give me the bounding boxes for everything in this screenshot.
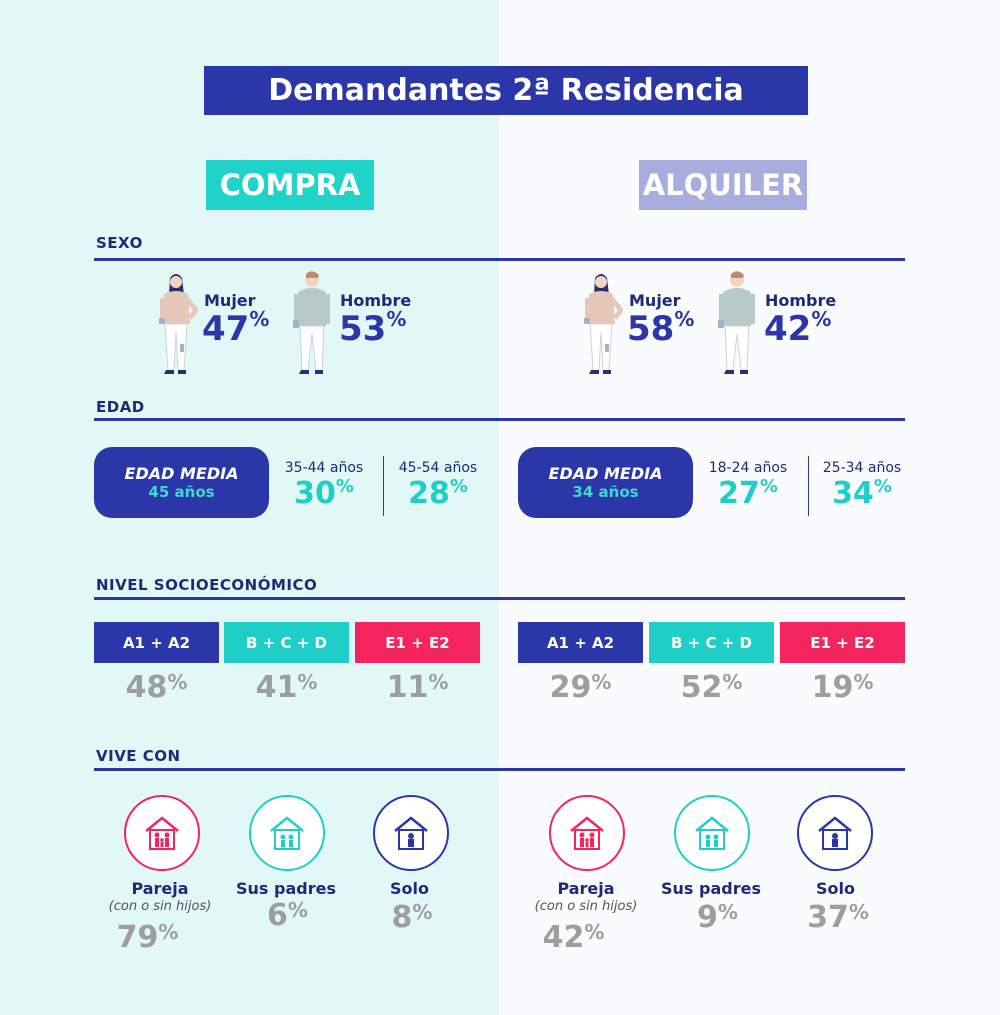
woman-figure-icon <box>584 274 623 374</box>
compra-mujer-label: Mujer <box>204 291 256 310</box>
compra-hombre-pct: 53% <box>339 307 407 349</box>
alquiler-edad-media-box: EDAD MEDIA 34 años <box>518 447 693 518</box>
compra-mujer-pct: 47% <box>202 307 270 349</box>
pareja-house-icon <box>549 795 625 871</box>
edad-media-value: 45 años <box>148 483 215 501</box>
compra-vive-padres-label: Sus padres <box>236 879 336 898</box>
padres-house-icon <box>674 795 750 871</box>
compra-nivel-e-pct: 11% <box>386 670 449 705</box>
compra-vive-pareja-sub: (con o sin hijos) <box>108 899 212 914</box>
compra-nivel-a-pct: 48% <box>125 670 188 705</box>
age-pct: 34% <box>832 476 892 511</box>
alquiler-mujer-pct: 58% <box>627 307 695 349</box>
age-divider <box>383 456 384 516</box>
compra-nivel-a: A1 + A2 <box>94 622 219 663</box>
age-divider <box>808 456 809 516</box>
age-label: 25-34 años <box>822 460 902 476</box>
alquiler-nivel-b: B + C + D <box>649 622 774 663</box>
age-label: 18-24 años <box>708 460 788 476</box>
compra-vive-pareja-pct: 79% <box>116 920 179 955</box>
man-figure-icon <box>718 271 755 374</box>
alquiler-age-group: 25-34 años 34% <box>807 460 917 511</box>
age-label: 35-44 años <box>284 460 364 476</box>
compra-age-group: 45-54 años 28% <box>383 460 493 511</box>
compra-nivel-b-pct: 41% <box>255 670 318 705</box>
man-figure-icon <box>293 271 330 374</box>
age-pct: 30% <box>294 476 354 511</box>
compra-vive-padres-pct: 6% <box>267 898 308 933</box>
compra-vive-solo-label: Solo <box>390 879 429 898</box>
alquiler-vive-pareja-label: Pareja <box>557 879 615 898</box>
section-sexo-label: SEXO <box>96 234 143 252</box>
alquiler-age-group: 18-24 años 27% <box>693 460 803 511</box>
alquiler-vive-pareja-sub: (con o sin hijos) <box>534 899 638 914</box>
pareja-house-icon <box>124 795 200 871</box>
edad-media-label: EDAD MEDIA <box>124 464 239 483</box>
section-vive-label: VIVE CON <box>96 747 181 765</box>
section-nivel-label: NIVEL SOCIOECONÓMICO <box>96 576 318 594</box>
woman-figure-icon <box>159 274 198 374</box>
alquiler-nivel-e-pct: 19% <box>811 670 874 705</box>
solo-house-icon <box>373 795 449 871</box>
edad-media-value: 34 años <box>572 483 639 501</box>
alquiler-vive-solo-pct: 37% <box>807 900 869 935</box>
padres-house-icon <box>249 795 325 871</box>
section-sexo-rule <box>94 258 905 261</box>
edad-media-label: EDAD MEDIA <box>548 464 663 483</box>
alquiler-vive-solo-label: Solo <box>816 879 855 898</box>
compra-vive-pareja-label: Pareja <box>131 879 189 898</box>
alquiler-nivel-a-pct: 29% <box>549 670 612 705</box>
solo-house-icon <box>797 795 873 871</box>
alquiler-mujer-label: Mujer <box>629 291 681 310</box>
compra-nivel-e: E1 + E2 <box>355 622 480 663</box>
alquiler-vive-padres-label: Sus padres <box>661 879 761 898</box>
section-edad-rule <box>94 418 905 421</box>
age-label: 45-54 años <box>398 460 478 476</box>
alquiler-hombre-pct: 42% <box>764 307 832 349</box>
age-pct: 28% <box>408 476 468 511</box>
section-edad-label: EDAD <box>96 398 145 416</box>
alquiler-nivel-b-pct: 52% <box>680 670 743 705</box>
compra-edad-media-box: EDAD MEDIA 45 años <box>94 447 269 518</box>
compra-tag: COMPRA <box>206 160 374 210</box>
alquiler-vive-padres-pct: 9% <box>697 900 738 935</box>
compra-hombre-label: Hombre <box>340 291 412 310</box>
section-vive-rule <box>94 768 905 771</box>
compra-nivel-b: B + C + D <box>224 622 349 663</box>
alquiler-hombre-label: Hombre <box>765 291 837 310</box>
page-title: Demandantes 2ª Residencia <box>204 66 808 115</box>
alquiler-nivel-a: A1 + A2 <box>518 622 643 663</box>
compra-age-group: 35-44 años 30% <box>269 460 379 511</box>
section-nivel-rule <box>94 597 905 600</box>
alquiler-vive-pareja-pct: 42% <box>542 920 605 955</box>
age-pct: 27% <box>718 476 778 511</box>
alquiler-nivel-e: E1 + E2 <box>780 622 905 663</box>
alquiler-tag: ALQUILER <box>639 160 807 210</box>
compra-vive-solo-pct: 8% <box>391 900 433 935</box>
